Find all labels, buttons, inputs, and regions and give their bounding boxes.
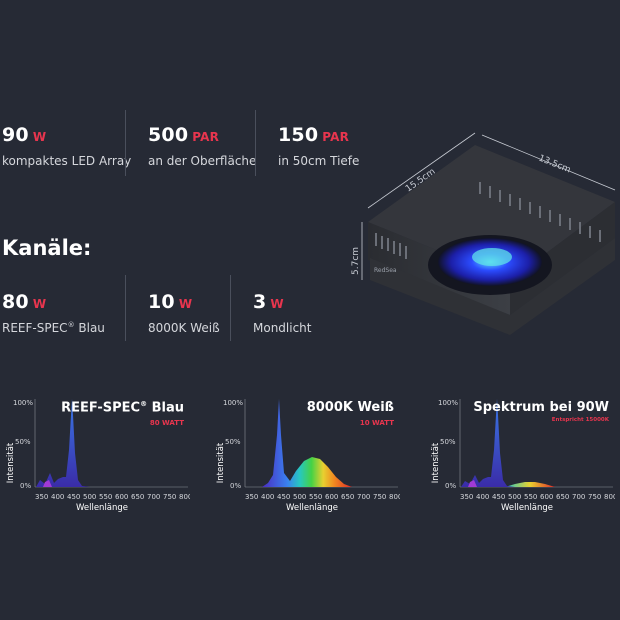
divider bbox=[255, 110, 256, 176]
xtick: 500 bbox=[293, 493, 306, 501]
spectrum-subtitle: 10 WATT bbox=[359, 419, 394, 427]
divider bbox=[125, 110, 126, 176]
stat-power: 90 W kompaktes LED Array bbox=[2, 124, 131, 168]
xtick: 600 bbox=[325, 493, 338, 501]
channel-blue-unit: W bbox=[32, 297, 47, 311]
spectrum-reef-spec: Intensität 100% 50% 0% 350 400 450 500 5… bbox=[0, 395, 190, 515]
spectrum-8000k: Intensität 100% 50% 0% 350 400 450 500 5… bbox=[210, 395, 400, 515]
xtick: 450 bbox=[277, 493, 290, 501]
stat-par-surface-value: 500 bbox=[148, 124, 189, 146]
divider bbox=[230, 275, 231, 341]
xtick: 400 bbox=[261, 493, 274, 501]
xtick: 600 bbox=[540, 493, 553, 501]
stat-power-value: 90 bbox=[2, 124, 29, 146]
xlabel: Wellenlänge bbox=[286, 503, 338, 513]
xtick: 500 bbox=[83, 493, 96, 501]
dim-height-label: 5.7cm bbox=[351, 247, 361, 275]
spectrum-title: REEF-SPEC® Blau bbox=[61, 400, 184, 416]
stat-par-surface-unit: PAR bbox=[192, 130, 220, 144]
ytick: 100% bbox=[438, 399, 458, 407]
ytick: 50% bbox=[440, 438, 456, 446]
stat-par-depth: 150 PAR in 50cm Tiefe bbox=[278, 124, 359, 168]
channel-moon-desc: Mondlicht bbox=[253, 321, 312, 335]
xtick: 650 bbox=[341, 493, 354, 501]
ytick: 100% bbox=[13, 399, 33, 407]
xtick: 650 bbox=[131, 493, 144, 501]
divider bbox=[125, 275, 126, 341]
channel-blue-value: 80 bbox=[2, 291, 29, 313]
xtick: 800 bbox=[179, 493, 190, 501]
stat-power-unit: W bbox=[32, 130, 47, 144]
channel-moon-unit: W bbox=[270, 297, 284, 311]
xlabel: Wellenlänge bbox=[76, 503, 128, 513]
xtick: 450 bbox=[492, 493, 505, 501]
ytick: 0% bbox=[445, 482, 456, 490]
xtick: 700 bbox=[147, 493, 160, 501]
spectrum-total: Intensität 100% 50% 0% 350 400 450 500 5… bbox=[425, 395, 615, 515]
channel-white-desc: 8000K Weiß bbox=[148, 321, 220, 335]
xtick: 400 bbox=[51, 493, 64, 501]
xtick: 500 bbox=[508, 493, 521, 501]
xtick: 800 bbox=[389, 493, 400, 501]
stat-par-surface: 500 PAR an der Oberfläche bbox=[148, 124, 256, 168]
xtick: 650 bbox=[556, 493, 569, 501]
xtick: 550 bbox=[524, 493, 537, 501]
channel-blue-desc: REEF-SPEC® Blau bbox=[2, 321, 105, 335]
ytick: 50% bbox=[225, 438, 241, 446]
led-fixture-image: RedSea 15.5cm 13.5cm 5.7cm bbox=[351, 132, 616, 335]
channel-moon-value: 3 bbox=[253, 291, 267, 313]
xtick: 550 bbox=[99, 493, 112, 501]
stat-par-depth-desc: in 50cm Tiefe bbox=[278, 154, 360, 168]
ylabel: Intensität bbox=[6, 442, 16, 483]
xtick: 350 bbox=[245, 493, 258, 501]
ytick: 50% bbox=[15, 438, 31, 446]
xtick: 700 bbox=[572, 493, 585, 501]
ylabel: Intensität bbox=[216, 442, 226, 483]
channel-white: 10 W 8000K Weiß bbox=[148, 291, 220, 335]
xtick: 750 bbox=[373, 493, 386, 501]
xtick: 800 bbox=[604, 493, 615, 501]
spectrum-title: 8000K Weiß bbox=[306, 400, 394, 415]
ytick: 100% bbox=[223, 399, 243, 407]
svg-text:RedSea: RedSea bbox=[374, 267, 397, 274]
spectrum-title: Spektrum bei 90W bbox=[473, 400, 609, 415]
xtick: 750 bbox=[588, 493, 601, 501]
stat-power-desc: kompaktes LED Array bbox=[2, 154, 132, 168]
spectrum-subtitle: 80 WATT bbox=[149, 419, 184, 427]
ytick: 0% bbox=[230, 482, 241, 490]
spectrum-subtitle: Entspricht 15000K bbox=[551, 417, 609, 423]
dim-length-label: 13.5cm bbox=[537, 154, 572, 176]
xtick: 400 bbox=[476, 493, 489, 501]
xtick: 550 bbox=[309, 493, 322, 501]
xlabel: Wellenlänge bbox=[501, 503, 553, 513]
stat-par-surface-desc: an der Oberfläche bbox=[148, 154, 257, 168]
channel-white-value: 10 bbox=[148, 291, 175, 313]
ytick: 0% bbox=[20, 482, 31, 490]
xtick: 350 bbox=[460, 493, 473, 501]
xtick: 450 bbox=[67, 493, 80, 501]
ylabel: Intensität bbox=[431, 442, 441, 483]
xtick: 750 bbox=[163, 493, 176, 501]
channel-blue: 80 W REEF-SPEC® Blau bbox=[2, 291, 105, 335]
xtick: 700 bbox=[357, 493, 370, 501]
channel-white-unit: W bbox=[178, 297, 193, 311]
stat-par-depth-unit: PAR bbox=[322, 130, 350, 144]
channels-heading: Kanäle: bbox=[2, 236, 92, 260]
xtick: 350 bbox=[35, 493, 48, 501]
stat-par-depth-value: 150 bbox=[278, 124, 319, 146]
xtick: 600 bbox=[115, 493, 128, 501]
